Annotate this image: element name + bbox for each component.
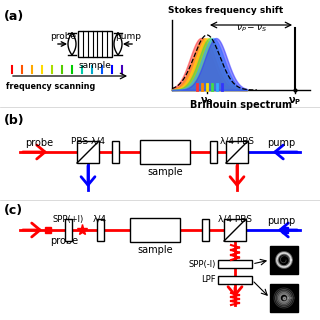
Text: pump: pump [267, 216, 295, 226]
Bar [97, 219, 103, 241]
Bar [78, 31, 112, 57]
Text: LPF: LPF [201, 276, 216, 284]
Bar [270, 246, 298, 274]
Bar [140, 140, 190, 164]
Bar [130, 218, 180, 242]
Text: probe: probe [50, 236, 78, 246]
Text: pump: pump [115, 32, 141, 41]
Text: pump: pump [267, 138, 295, 148]
Bar [111, 141, 118, 163]
Bar [218, 260, 252, 268]
Text: (c): (c) [4, 204, 23, 217]
Text: $\mathbf{\nu_S}$: $\mathbf{\nu_S}$ [200, 95, 213, 107]
Text: SPP(-l): SPP(-l) [188, 260, 216, 268]
Text: $\mathbf{\nu_P}$: $\mathbf{\nu_P}$ [288, 95, 302, 107]
Bar [210, 141, 217, 163]
Bar [224, 219, 246, 241]
Text: λ/4 PBS: λ/4 PBS [220, 136, 254, 145]
Text: (b): (b) [4, 114, 25, 127]
Text: (a): (a) [4, 10, 24, 23]
Text: sample: sample [147, 167, 183, 177]
Text: probe: probe [50, 32, 76, 41]
Bar [270, 284, 298, 312]
Bar [65, 219, 71, 241]
Text: SPP(+l): SPP(+l) [52, 215, 84, 224]
Text: λ/4: λ/4 [93, 215, 107, 224]
Bar [202, 219, 209, 241]
Bar [226, 141, 248, 163]
Text: Stokes frequency shift: Stokes frequency shift [168, 6, 283, 15]
Text: λ/4 PBS: λ/4 PBS [218, 215, 252, 224]
Text: PBS λ/4: PBS λ/4 [71, 136, 105, 145]
Bar [77, 141, 99, 163]
Text: probe: probe [25, 138, 53, 148]
Text: Brillouin spectrum: Brillouin spectrum [190, 100, 292, 110]
Text: sample: sample [79, 61, 111, 70]
Text: $\nu_P - \nu_S$: $\nu_P - \nu_S$ [236, 23, 267, 34]
Text: sample: sample [137, 245, 173, 255]
Bar [218, 276, 252, 284]
Text: frequency scanning: frequency scanning [6, 82, 95, 91]
